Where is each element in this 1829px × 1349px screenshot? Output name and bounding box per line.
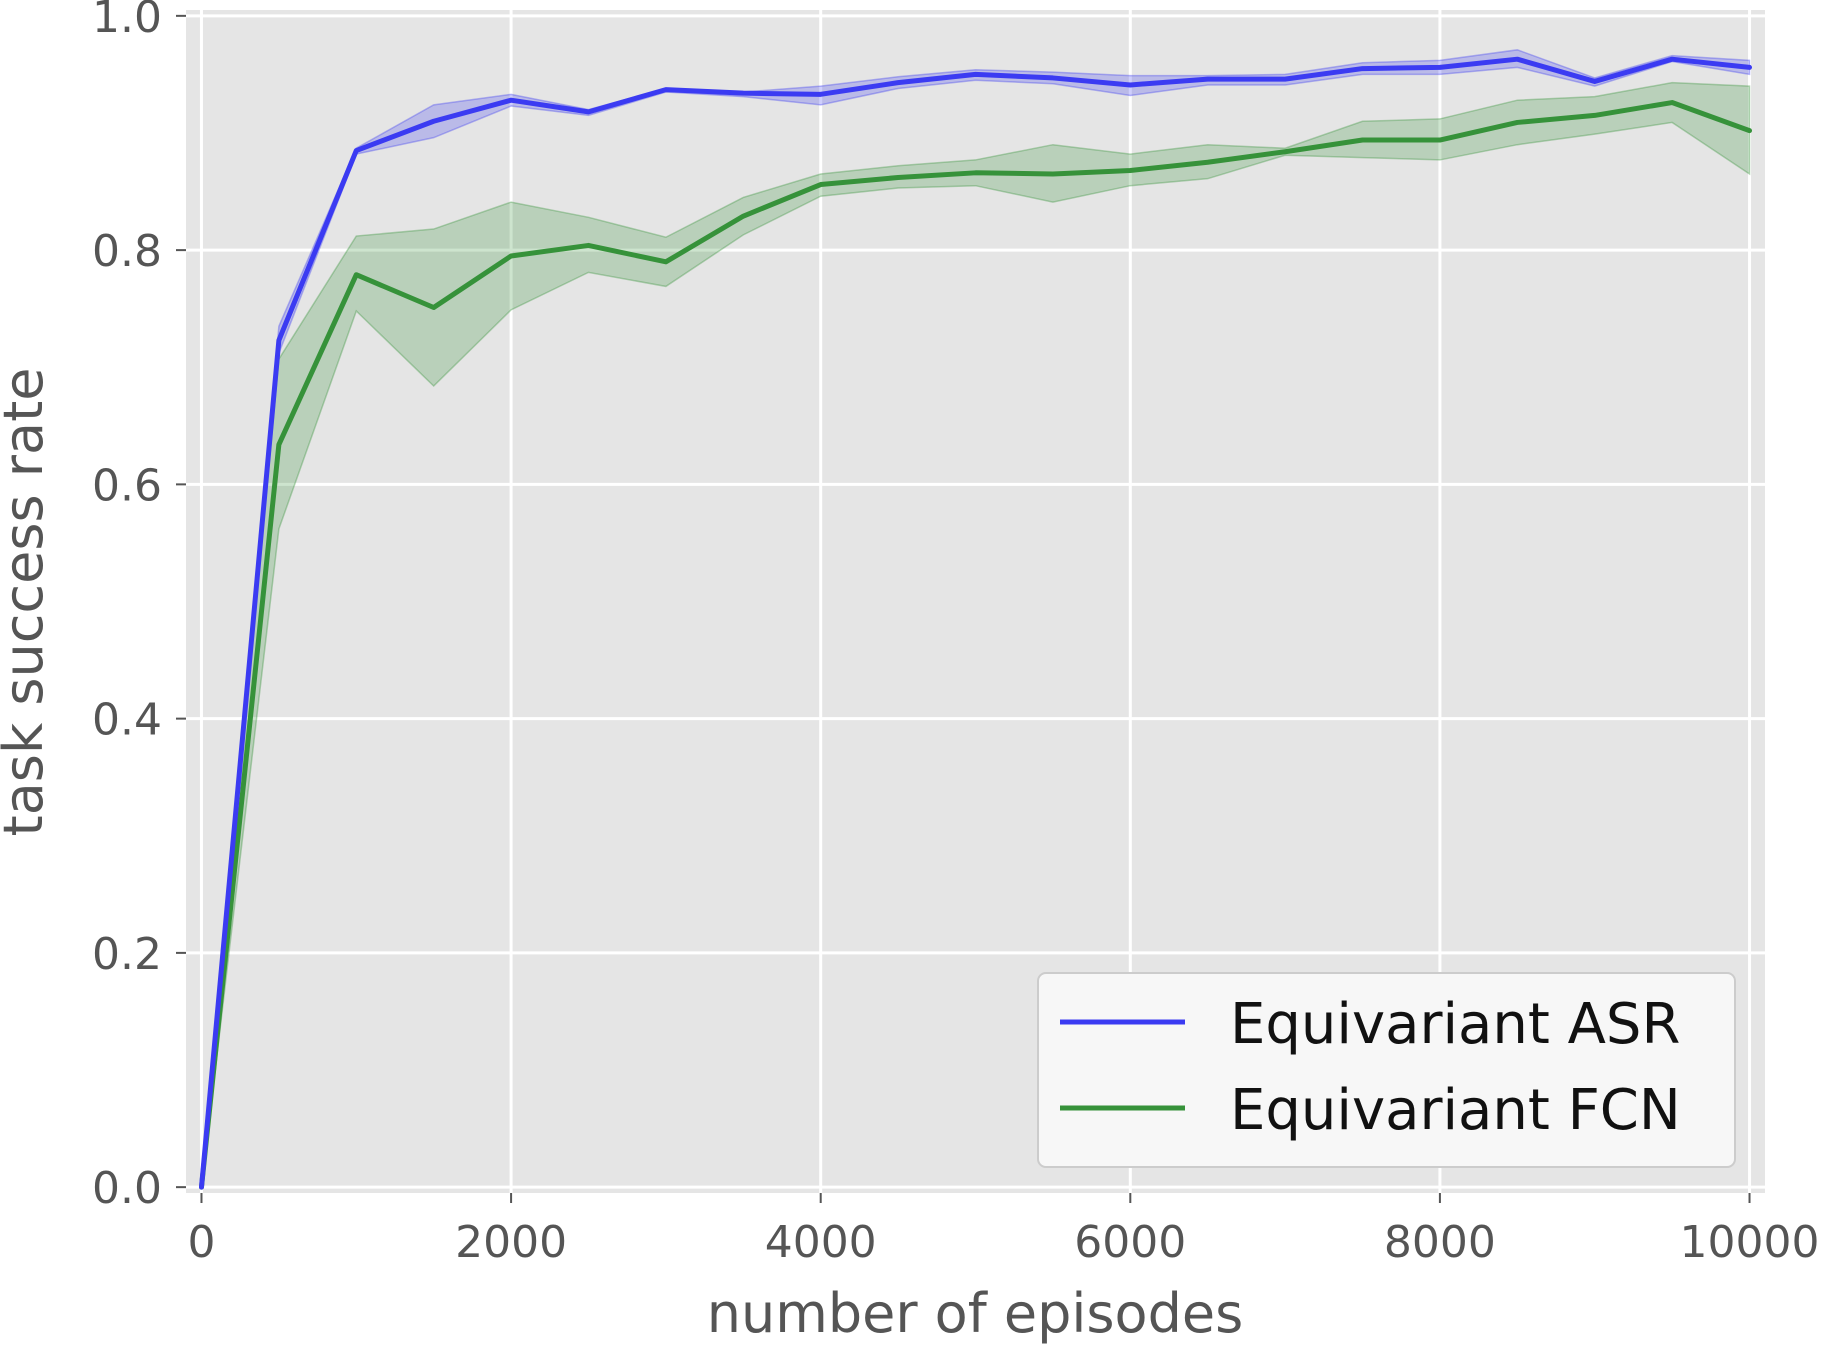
y-axis: 0.0 0.2 0.4 0.6 0.8 1.0: [92, 0, 186, 1214]
y-tick-label: 0.4: [92, 695, 162, 746]
legend-box: [1037, 972, 1736, 1168]
series-lines: [198, 56, 1753, 1190]
series-line-asr: [198, 56, 1753, 1190]
grid: [186, 10, 1765, 1193]
legend-label-asr: Equivariant ASR: [1230, 992, 1680, 1057]
x-tick-label: 4000: [765, 1217, 877, 1268]
x-axis-label: number of episodes: [707, 1282, 1243, 1345]
x-axis: 0 2000 4000 6000 8000 10000: [187, 1193, 1820, 1268]
y-tick-label: 0.0: [92, 1163, 162, 1214]
legend-label-fcn: Equivariant FCN: [1230, 1078, 1681, 1143]
x-tick-label: 10000: [1680, 1217, 1820, 1268]
y-axis-label: task success rate: [0, 368, 55, 837]
x-tick-label: 2000: [455, 1217, 567, 1268]
x-tick-label: 0: [187, 1217, 215, 1268]
series-line-fcn: [198, 100, 1753, 1190]
y-tick-label: 0.8: [92, 226, 162, 277]
y-tick-label: 0.6: [92, 460, 162, 511]
y-tick-label: 1.0: [92, 0, 162, 43]
legend: Equivariant ASR Equivariant FCN: [1037, 972, 1736, 1168]
x-tick-label: 6000: [1074, 1217, 1186, 1268]
y-tick-label: 0.2: [92, 929, 162, 980]
x-tick-label: 8000: [1384, 1217, 1496, 1268]
